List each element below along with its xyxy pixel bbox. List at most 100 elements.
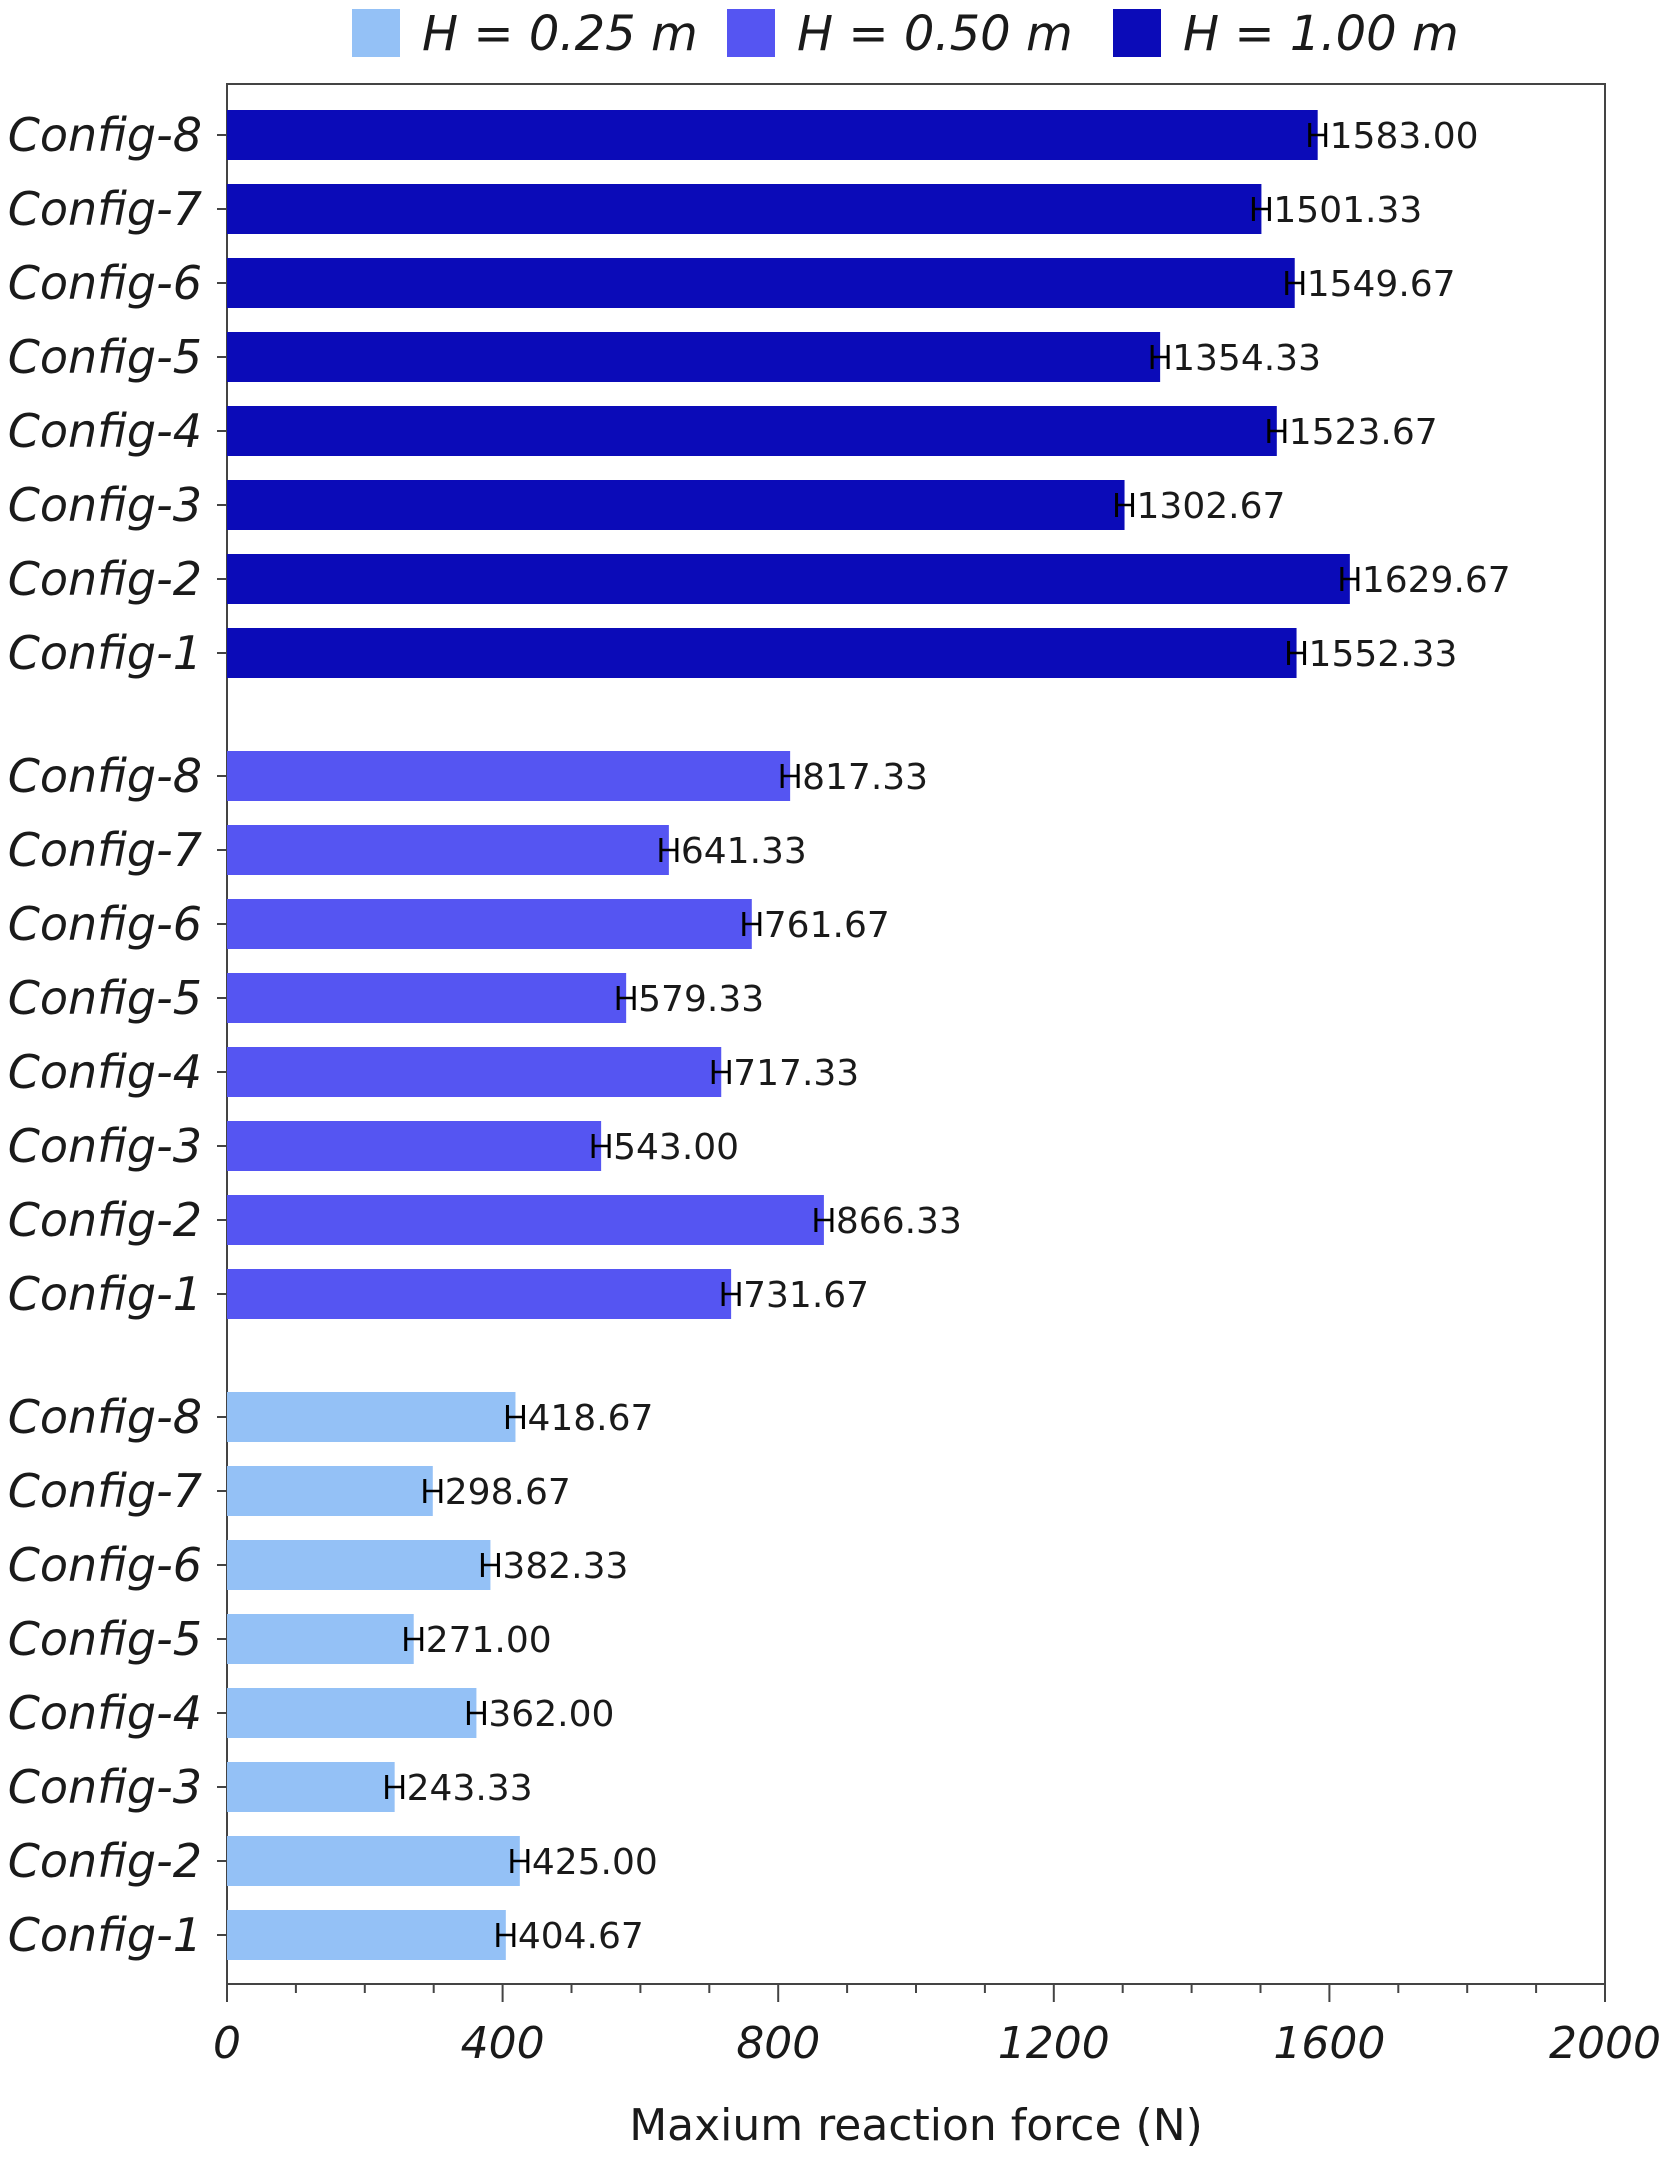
legend-label: H = 0.25 m [422,6,698,62]
category-label: Config-8 [8,1390,202,1444]
category-label: Config-6 [8,897,202,951]
bar-h-0-25-m-config-1 [227,1910,506,1960]
legend-label: H = 1.00 m [1183,6,1459,62]
bar-h-0-50-m-config-5 [227,973,627,1023]
bar-h-1-00-m-config-1 [227,628,1297,678]
category-label: Config-5 [8,1612,202,1666]
category-label: Config-2 [8,1834,202,1888]
bar-h-1-00-m-config-7 [227,184,1262,234]
bar-h-0-50-m-config-4 [227,1047,722,1097]
error-bar [1267,419,1287,443]
x-tick-label: 2000 [1549,2018,1661,2069]
category-label: Config-4 [8,1686,202,1740]
category-label: Config-2 [8,1193,202,1247]
legend-swatch [727,9,775,57]
category-label: Config-3 [8,1119,202,1173]
data-label: 641.33 [681,831,807,872]
bar-h-0-25-m-config-5 [227,1614,414,1664]
data-label: 866.33 [836,1201,962,1242]
data-label: 362.00 [488,1694,614,1735]
x-tick-label: 1200 [998,2018,1110,2069]
data-label: 761.67 [764,905,890,946]
data-label: 243.33 [407,1768,533,1809]
error-bar [721,1282,741,1306]
data-label: 579.33 [638,979,764,1020]
category-label: Config-5 [8,330,202,384]
bar-h-1-00-m-config-6 [227,258,1295,308]
legend-item: H = 0.25 m [352,6,698,62]
category-label: Config-1 [8,1267,202,1321]
data-label: 425.00 [532,1842,658,1883]
data-label: 1583.00 [1330,116,1479,157]
data-label: 1629.67 [1362,560,1511,601]
error-bar [404,1627,424,1651]
category-label: Config-4 [8,1045,202,1099]
error-bar [1308,123,1328,147]
x-tick-label: 800 [736,2018,820,2069]
error-bar [423,1479,443,1503]
data-label: 271.00 [426,1620,552,1661]
error-bar [1251,197,1271,221]
category-label: Config-2 [8,552,202,606]
legend-label: H = 0.50 m [797,6,1073,62]
bar-h-0-50-m-config-1 [227,1269,732,1319]
category-label: Config-7 [8,1464,202,1518]
error-bar [1115,493,1135,517]
bar-h-1-00-m-config-4 [227,406,1277,456]
error-bar [385,1775,405,1799]
category-label: Config-7 [8,823,202,877]
bar-h-0-50-m-config-8 [227,751,791,801]
x-tick-label: 1600 [1273,2018,1385,2069]
category-label: Config-6 [8,256,202,310]
data-label: 298.67 [445,1472,571,1513]
bar-h-0-25-m-config-7 [227,1466,433,1516]
data-label: 418.67 [527,1398,653,1439]
category-label: Config-1 [8,1908,202,1962]
data-label: 817.33 [802,757,928,798]
x-axis-title: Maxium reaction force (N) [629,2100,1203,2151]
category-label: Config-5 [8,971,202,1025]
error-bar [711,1060,731,1084]
legend-swatch [1113,9,1161,57]
bar-h-0-25-m-config-2 [227,1836,520,1886]
data-label: 1549.67 [1307,264,1456,305]
data-label: 382.33 [502,1546,628,1587]
error-bar [591,1134,611,1158]
category-label: Config-8 [8,108,202,162]
category-label: Config-6 [8,1538,202,1592]
bar-h-0-50-m-config-7 [227,825,669,875]
bar-h-0-50-m-config-6 [227,899,752,949]
error-bar [1150,345,1170,369]
data-label: 1354.33 [1172,338,1321,379]
error-bar [814,1208,834,1232]
data-label: 731.67 [743,1275,869,1316]
bar-h-1-00-m-config-8 [227,110,1318,160]
data-label: 404.67 [518,1916,644,1957]
bar-h-0-50-m-config-3 [227,1121,602,1171]
x-tick-label: 400 [461,2018,545,2069]
legend: H = 0.25 m H = 0.50 m H = 1.00 m [352,6,1459,62]
category-label: Config-3 [8,478,202,532]
error-bar [1285,271,1305,295]
x-axis: 0 400 800 1200 1600 2000 [213,1984,1661,2069]
plot-area: 1583.00 Config-8 1501.33 Config-7 1549.67 Con… [8,83,1606,1985]
error-bar [780,764,800,788]
category-label: Config-4 [8,404,202,458]
error-bar [1340,567,1360,591]
data-label: 717.33 [733,1053,859,1094]
error-bar [616,986,636,1010]
category-label: Config-8 [8,749,202,803]
data-label: 543.00 [613,1127,739,1168]
legend-swatch [352,9,400,57]
data-label: 1523.67 [1289,412,1438,453]
category-label: Config-1 [8,626,202,680]
bar-h-1-00-m-config-5 [227,332,1161,382]
category-label: Config-7 [8,182,202,236]
legend-item: H = 1.00 m [1113,6,1459,62]
bar-h-1-00-m-config-2 [227,554,1350,604]
bar-h-1-00-m-config-3 [227,480,1125,530]
bar-h-0-25-m-config-4 [227,1688,477,1738]
legend-item: H = 0.50 m [727,6,1073,62]
category-label: Config-3 [8,1760,202,1814]
